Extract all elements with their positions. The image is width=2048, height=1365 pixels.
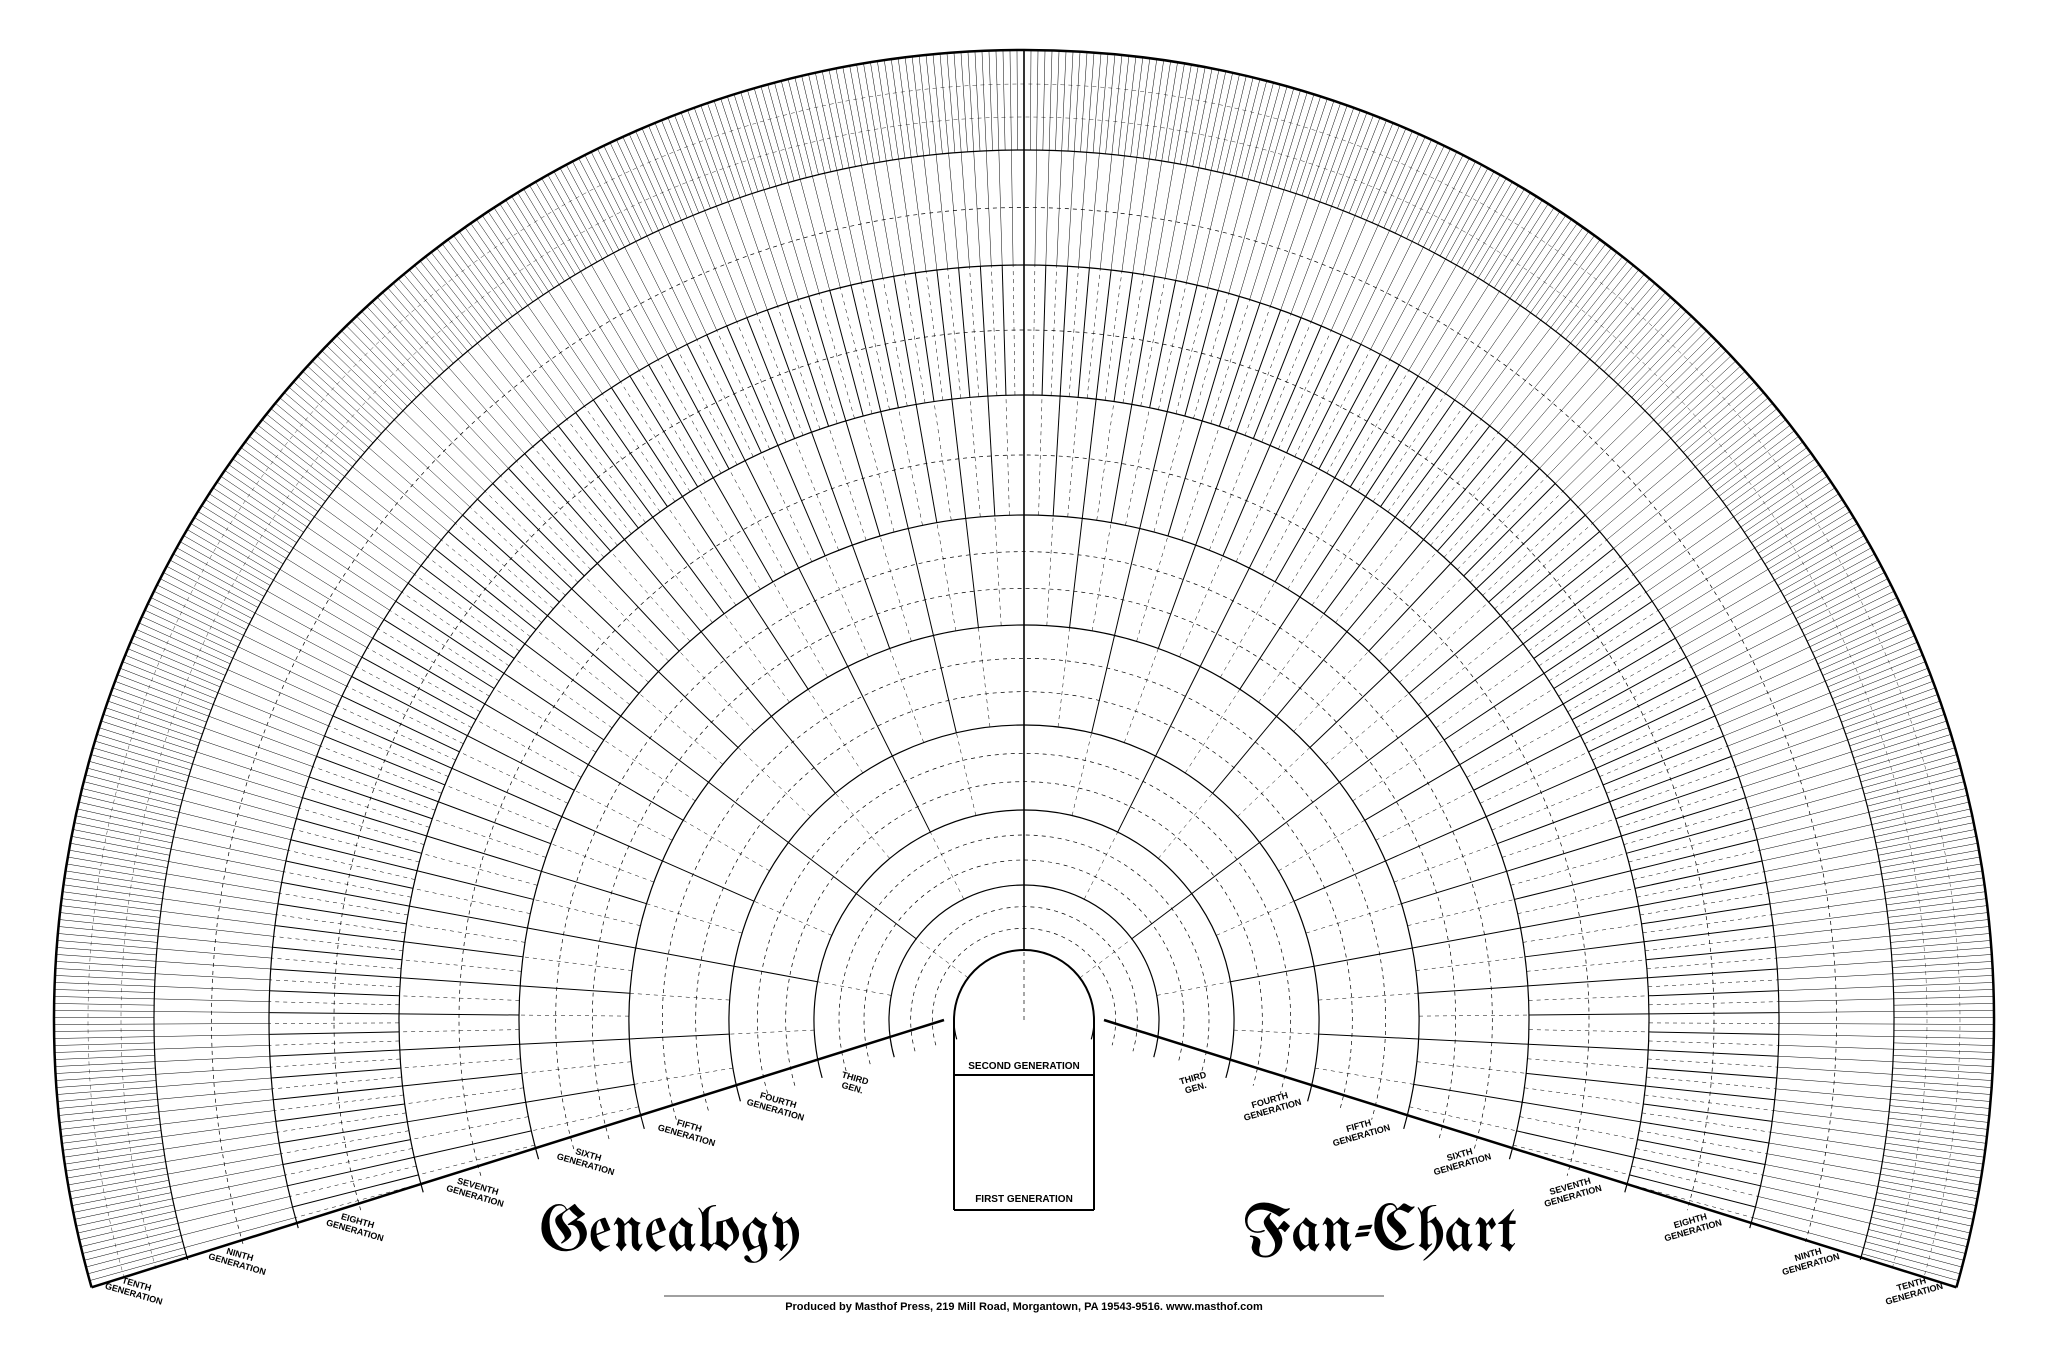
label-second-generation: SECOND GENERATION — [968, 1061, 1080, 1072]
chart-title: Genealogy — [540, 1201, 801, 1267]
label-first-generation: FIRST GENERATION — [975, 1194, 1073, 1205]
chart-title: Fan-Chart — [1243, 1201, 1517, 1267]
credit-line: Produced by Masthof Press, 219 Mill Road… — [785, 1301, 1263, 1313]
genealogy-fan-chart: SECOND GENERATIONFIRST GENERATIONTHIRDGE… — [0, 0, 2048, 1365]
